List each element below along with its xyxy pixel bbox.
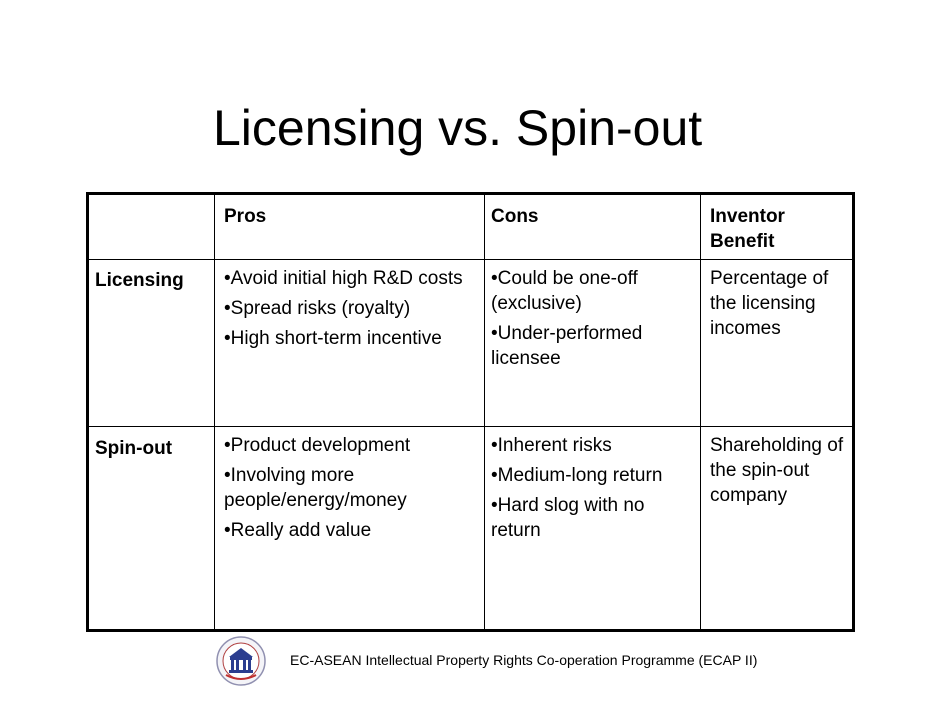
row-label-licensing: Licensing (95, 270, 184, 291)
list-item: •Could be one-off (exclusive) (491, 268, 638, 314)
column-divider (700, 195, 701, 629)
list-item: •High short-term incentive (224, 328, 442, 349)
licensing-pros: •Avoid initial high R&D costs •Spread ri… (224, 266, 482, 356)
spin-out-cons: •Inherent risks •Medium-long return •Har… (491, 433, 696, 548)
licensing-benefit: Percentage of the licensing incomes (710, 268, 829, 339)
list-item: •Hard slog with no return (491, 495, 645, 541)
list-item: •Spread risks (royalty) (224, 298, 411, 319)
footer-text: EC-ASEAN Intellectual Property Rights Co… (290, 652, 758, 668)
spin-out-pros: •Product development •Involving more peo… (224, 433, 482, 548)
list-item: •Involving more people/energy/money (224, 465, 407, 511)
list-item: •Inherent risks (491, 435, 612, 456)
header-cons: Cons (491, 206, 539, 227)
row-label-spin-out: Spin-out (95, 438, 173, 459)
licensing-cons: •Could be one-off (exclusive) •Under-per… (491, 266, 696, 376)
header-inventor-benefit: Inventor Benefit (710, 206, 785, 252)
row-divider (89, 426, 852, 427)
page-title: Licensing vs. Spin-out (213, 100, 703, 156)
column-divider (484, 195, 485, 629)
spin-out-benefit: Shareholding of the spin-out company (710, 435, 844, 506)
list-item: •Product development (224, 435, 411, 456)
ecap-logo-icon (212, 633, 270, 689)
column-divider (214, 195, 215, 629)
header-pros: Pros (224, 206, 267, 227)
list-item: •Under-performed licensee (491, 323, 643, 369)
list-item: •Medium-long return (491, 465, 663, 486)
list-item: •Really add value (224, 520, 372, 541)
comparison-table: Pros Cons Inventor Benefit Licensing •Av… (86, 192, 855, 632)
row-divider (89, 259, 852, 260)
list-item: •Avoid initial high R&D costs (224, 268, 463, 289)
